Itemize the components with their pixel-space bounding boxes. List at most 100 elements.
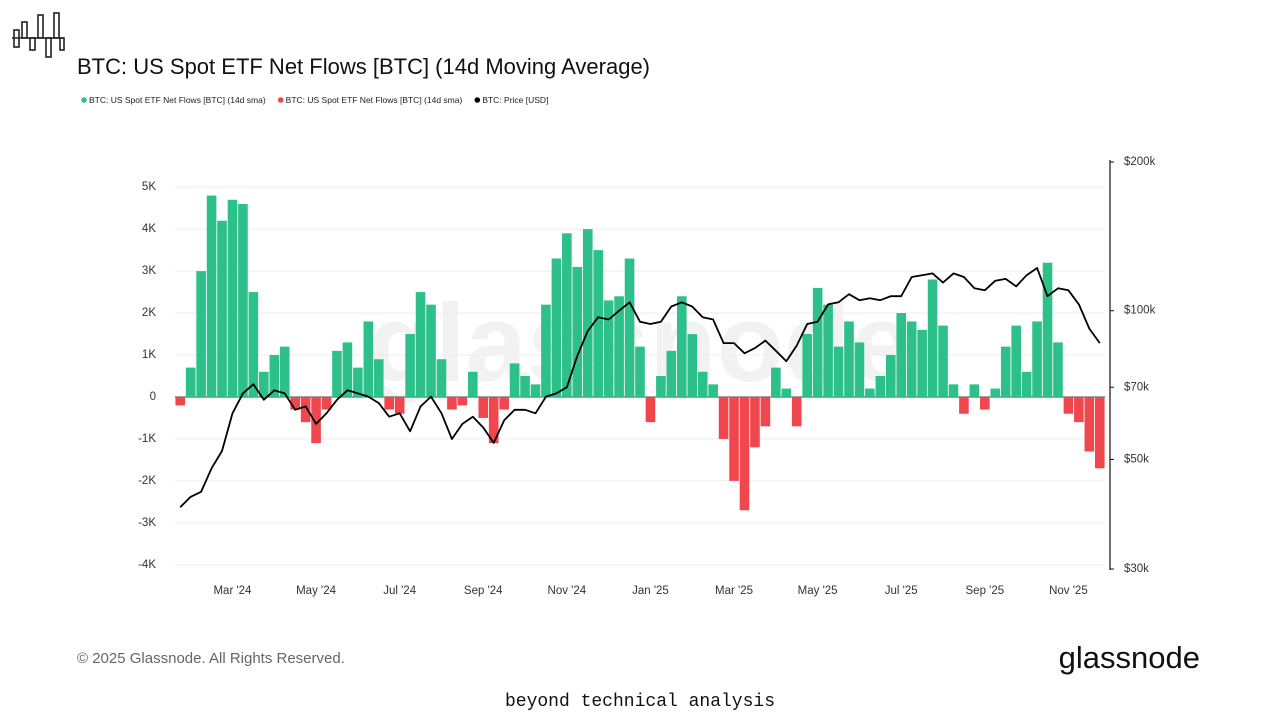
legend: BTC: US Spot ETF Net Flows [BTC] (14d sm… [81, 95, 548, 105]
bar [342, 342, 353, 397]
legend-label: BTC: Price [USD] [482, 95, 548, 105]
y2-tick-label: $70k [1124, 381, 1149, 393]
bar [980, 396, 990, 410]
x-tick-label: May '24 [296, 585, 337, 597]
bar [1042, 262, 1053, 397]
logo [12, 12, 65, 58]
bar [488, 396, 499, 444]
bar [1094, 396, 1105, 469]
bar [447, 396, 457, 410]
y-tick-label: -2K [138, 475, 156, 487]
bar [279, 346, 290, 397]
y2-tick-label: $100k [1124, 305, 1156, 317]
y2-tick-label: $30k [1124, 563, 1149, 575]
bar [959, 396, 969, 414]
bar [865, 388, 875, 397]
y2-tick-label: $50k [1124, 453, 1149, 465]
bar [708, 384, 718, 397]
bar [812, 287, 823, 397]
bar [656, 375, 666, 397]
bar [551, 258, 562, 397]
bar [321, 396, 332, 410]
bar [1032, 321, 1042, 397]
x-tick-label: Jul '25 [885, 585, 918, 597]
x-tick-label: Nov '25 [1049, 585, 1088, 597]
bar [175, 396, 186, 406]
bar [875, 375, 886, 397]
bar [520, 375, 530, 397]
y-tick-label: 1K [142, 349, 156, 361]
bar [1084, 396, 1095, 452]
x-tick-label: Mar '24 [213, 585, 252, 597]
bar [666, 350, 677, 397]
bar [1074, 396, 1084, 423]
bar [771, 367, 781, 397]
bar [499, 396, 509, 410]
bar [185, 367, 196, 397]
tagline: beyond technical analysis [505, 692, 775, 712]
y-tick-label: 4K [142, 223, 156, 235]
bar [269, 355, 280, 397]
chart-title: BTC: US Spot ETF Net Flows [BTC] (14d Mo… [77, 54, 650, 79]
bar [927, 279, 938, 397]
bar [311, 396, 321, 444]
bar [1000, 346, 1011, 397]
bar [426, 304, 436, 397]
bar [1021, 371, 1032, 397]
bar [206, 195, 217, 397]
bar [896, 313, 907, 397]
bar [645, 396, 656, 423]
bar [687, 334, 698, 397]
bar [781, 388, 792, 397]
bar [384, 396, 395, 410]
bar [603, 300, 614, 397]
y-tick-label: -1K [138, 433, 156, 445]
y-tick-label: 5K [142, 181, 156, 193]
bar [917, 329, 927, 397]
bar [227, 199, 238, 397]
bar [363, 321, 374, 397]
bar [415, 292, 426, 397]
bar [572, 266, 583, 397]
bar [373, 359, 384, 397]
bar [938, 325, 948, 397]
bar [353, 367, 363, 397]
x-tick-label: Nov '24 [548, 585, 587, 597]
bar [248, 292, 259, 397]
bar [457, 396, 468, 406]
price-line [179, 267, 1101, 508]
bar [614, 296, 624, 397]
bar [332, 350, 342, 397]
bar [697, 371, 708, 397]
bar [300, 396, 311, 423]
x-tick-label: Jul '24 [383, 585, 416, 597]
bar [718, 396, 729, 439]
bar [582, 229, 593, 397]
bar [436, 359, 447, 397]
bar [530, 384, 541, 397]
bar [394, 396, 405, 414]
bar [750, 396, 760, 448]
legend-marker [474, 97, 481, 103]
bar [990, 388, 1001, 397]
bar [1063, 396, 1074, 414]
bar [478, 396, 489, 418]
bar [885, 355, 896, 397]
y-tick-label: -3K [138, 517, 156, 529]
bar [541, 304, 551, 397]
bar [906, 321, 917, 397]
bar [802, 334, 812, 397]
x-tick-label: Jan '25 [632, 585, 669, 597]
bar [593, 250, 604, 397]
bar [217, 220, 227, 397]
x-tick-label: May '25 [798, 585, 838, 597]
bar [196, 271, 206, 397]
bar [624, 258, 635, 397]
bar [562, 233, 572, 397]
bar [844, 321, 854, 397]
plot-area: -4K -3K -2K -1K 0 1K 2K 3K 4K 5K $30k $50k $70k $100k… [138, 156, 1155, 597]
bar [509, 363, 520, 397]
bar [1053, 342, 1063, 397]
